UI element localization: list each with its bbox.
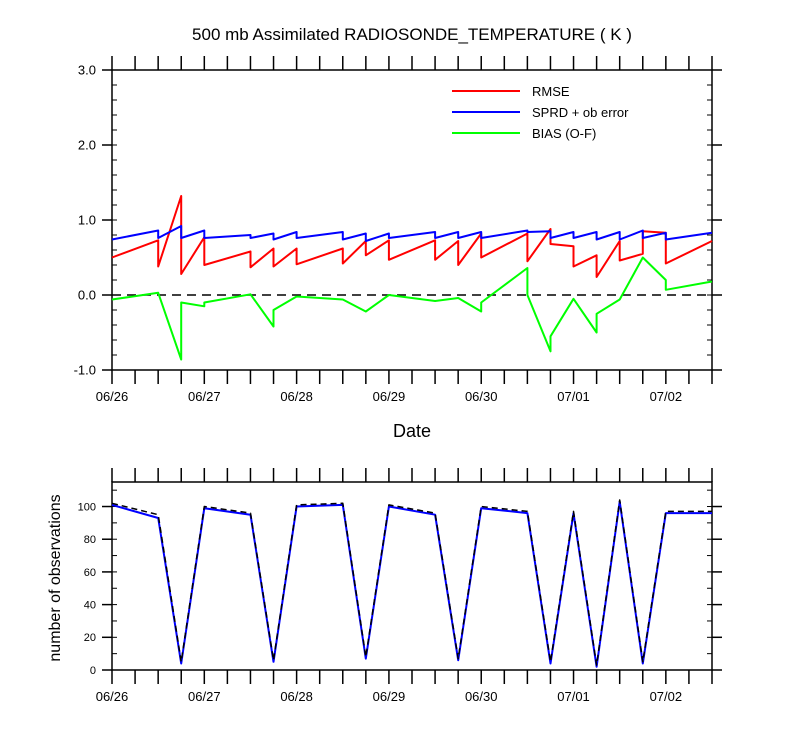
series-line-rmse	[111, 195, 713, 278]
main-x-tick-label: 06/29	[373, 389, 406, 404]
obs-x-tick-label: 06/26	[96, 689, 129, 704]
obs-y-tick-label: 60	[84, 567, 96, 579]
main-y-tick-label: 3.0	[78, 63, 96, 78]
obs-x-tick-label: 06/27	[188, 689, 221, 704]
obs-y-tick-label: 0	[90, 665, 96, 677]
obs-x-tick-label: 06/28	[280, 689, 313, 704]
main-x-tick-label: 06/30	[465, 389, 498, 404]
main-x-tick-label: 06/28	[280, 389, 313, 404]
main-x-tick-label: 07/01	[557, 389, 590, 404]
obs-y-tick-label: 40	[84, 599, 96, 611]
y-axis-label-observations: number of observations	[47, 494, 64, 661]
series-line-bias-o-f	[111, 256, 713, 361]
main-y-tick-label: 1.0	[78, 213, 96, 228]
series-line-sprd-ob-error	[111, 225, 713, 242]
x-axis-label: Date	[393, 421, 431, 441]
main-x-tick-label: 07/02	[650, 389, 683, 404]
chart-title: 500 mb Assimilated RADIOSONDE_TEMPERATUR…	[192, 25, 632, 44]
main-y-tick-label: -1.0	[74, 363, 96, 378]
main-x-tick-label: 06/27	[188, 389, 221, 404]
legend-label-rmse: RMSE	[532, 84, 570, 99]
obs-x-tick-label: 07/01	[557, 689, 590, 704]
main-y-tick-label: 2.0	[78, 138, 96, 153]
main-x-tick-label: 06/26	[96, 389, 129, 404]
obs-x-tick-label: 06/29	[373, 689, 406, 704]
legend: RMSE SPRD + ob error BIAS (O-F)	[452, 84, 629, 141]
legend-label-sprd: SPRD + ob error	[532, 105, 629, 120]
obs-y-tick-label: 100	[78, 501, 96, 513]
legend-label-bias: BIAS (O-F)	[532, 126, 596, 141]
obs-x-tick-label: 06/30	[465, 689, 498, 704]
obs-y-tick-label: 80	[84, 534, 96, 546]
obs-y-tick-label: 20	[84, 632, 96, 644]
obs-x-tick-label: 07/02	[650, 689, 683, 704]
main-y-tick-label: 0.0	[78, 288, 96, 303]
